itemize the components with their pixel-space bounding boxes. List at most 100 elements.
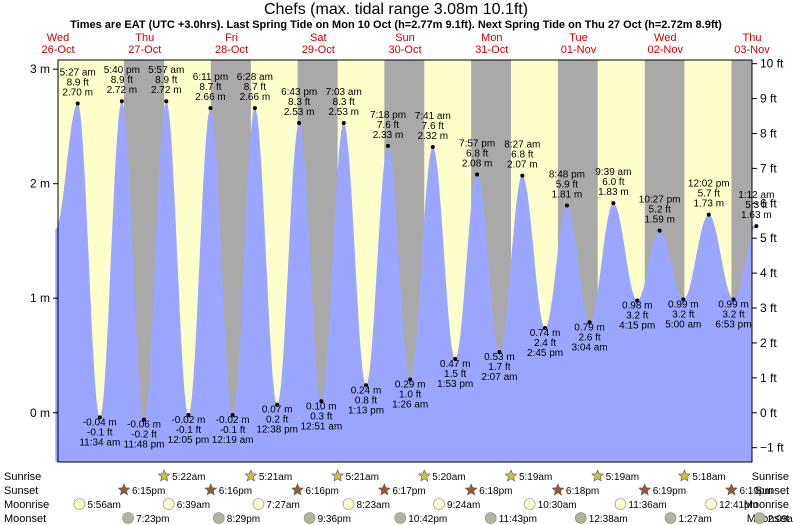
- tide-label: 2.53 m: [284, 107, 315, 118]
- tide-label: 1.83 m: [598, 187, 629, 198]
- tide-label: 2.6 ft: [578, 332, 600, 343]
- high-tide-point: [611, 201, 616, 206]
- low-tide-point: [230, 413, 235, 418]
- day-of-week-label: Wed: [47, 32, 69, 44]
- sunset-icon: [551, 483, 565, 496]
- tide-label: 6.8 ft: [466, 149, 488, 160]
- low-tide-point: [497, 350, 502, 355]
- tide-label: 2.4 ft: [534, 338, 556, 349]
- moonset-icon: [122, 512, 134, 524]
- sunset-icon: [638, 483, 652, 496]
- astronomy-rows: Sunrise Sunrise Sunset Sunset Moonrise Moonri…: [4, 469, 793, 525]
- moonset-time: 12:38am: [589, 514, 628, 525]
- tide-label: 3.2 ft: [722, 309, 744, 320]
- high-tide-point: [297, 120, 302, 125]
- moonrise-icon: [73, 498, 86, 510]
- moonrise-icon: [162, 498, 175, 510]
- tide-label: 2.66 m: [195, 92, 226, 103]
- y-tick-label-m: 0 m: [30, 406, 50, 420]
- tide-label: 1.81 m: [552, 189, 583, 200]
- tide-label: 9:39 am: [595, 167, 631, 178]
- tide-label: -0.1 ft: [220, 425, 246, 436]
- moonrise-time: 7:27am: [266, 500, 299, 511]
- tide-label: 3.2 ft: [672, 309, 694, 320]
- y-tick-label-ft: 2 ft: [760, 336, 777, 350]
- y-tick-label-m: 1 m: [30, 291, 50, 305]
- high-tide-point: [252, 106, 257, 111]
- moonset-time: 10:42pm: [408, 514, 447, 525]
- sunrise-time: 5:22am: [172, 472, 205, 483]
- tide-label: 2.33 m: [373, 130, 404, 141]
- sunset-time: 6:17pm: [392, 486, 425, 497]
- low-tide-point: [408, 377, 413, 382]
- tide-label: -0.1 ft: [87, 427, 113, 438]
- tide-label: 0.99 m: [718, 299, 749, 310]
- tide-label: 1:26 am: [392, 400, 428, 411]
- tide-label: 1:12 am: [738, 190, 774, 201]
- tide-label: -0.2 ft: [131, 430, 157, 441]
- tide-label: 12:51 am: [300, 421, 342, 432]
- sunrise-icon: [677, 469, 691, 482]
- day-of-week-label: Mon: [481, 32, 502, 44]
- y-tick-label-ft: 0 ft: [760, 406, 777, 420]
- y-tick-label-ft: −1 ft: [760, 441, 784, 455]
- y-tick-label-m: 2 m: [30, 177, 50, 191]
- tide-label: 8.3 ft: [288, 97, 310, 108]
- day-of-week-label: Tue: [569, 32, 588, 44]
- tide-label: 2:45 pm: [527, 348, 563, 359]
- moonrise-time: 6:39am: [177, 500, 210, 511]
- tide-label: 0.2 ft: [266, 415, 288, 426]
- moonrise-time: 12:41pm: [719, 500, 758, 511]
- moonrise-icon: [252, 498, 265, 510]
- low-tide-point: [635, 298, 640, 303]
- date-label: 03-Nov: [734, 44, 770, 56]
- sunset-time: 6:18pm: [479, 486, 512, 497]
- date-label: 27-Oct: [128, 44, 161, 56]
- tide-label: -0.02 m: [216, 415, 250, 426]
- plot-frame: [57, 59, 753, 463]
- moonset-time: 9:36pm: [318, 514, 351, 525]
- moonset-icon: [574, 512, 587, 524]
- low-tide-point: [587, 320, 592, 325]
- low-tide-point: [731, 297, 736, 302]
- day-of-week-label: Wed: [654, 32, 676, 44]
- tide-label: 10:27 pm: [639, 195, 681, 206]
- sunrise-icon: [504, 469, 518, 482]
- tide-label: 8.3 ft: [333, 97, 355, 108]
- axis-right-feet: −1 ft 0 ft 1 ft 2 ft 3 ft 4 ft 5 ft 6 ft 7 ft 8 f…: [752, 57, 784, 455]
- tide-label: 1.7 ft: [488, 362, 510, 373]
- tide-label: 12:38 pm: [256, 425, 298, 436]
- day-of-week-label: Thu: [135, 32, 154, 44]
- day-of-week-label: Thu: [743, 32, 762, 44]
- high-tide-point: [75, 101, 80, 106]
- tide-label: 2.32 m: [417, 131, 448, 142]
- low-tide-point: [97, 415, 102, 420]
- tide-label: 5:40 pm: [104, 65, 140, 76]
- tide-label: 0.74 m: [530, 328, 561, 339]
- tide-label: 1.73 m: [693, 199, 724, 210]
- date-label: 02-Nov: [648, 44, 684, 56]
- tide-label: 6.0 ft: [602, 177, 624, 188]
- tide-label: 1:13 pm: [348, 405, 384, 416]
- tide-label: 8:48 pm: [549, 169, 585, 180]
- tide-label: 8:27 am: [504, 140, 540, 151]
- high-tide-point: [341, 120, 346, 125]
- moonrise-icon: [705, 498, 717, 510]
- tide-label: 0.53 m: [484, 352, 515, 363]
- low-tide-point: [186, 413, 191, 418]
- sunset-icon: [117, 483, 131, 496]
- moonrise-time: 11:36am: [628, 500, 666, 511]
- tide-label: 0.29 m: [395, 380, 426, 391]
- high-tide-point: [657, 228, 662, 233]
- sunrise-icon: [591, 469, 605, 482]
- tide-curve-area: [55, 101, 757, 462]
- row-label-sunset: Sunset: [4, 485, 38, 497]
- tide-label: 5.7 ft: [698, 189, 720, 200]
- axis-left-metres: 0 m 1 m 2 m 3 m: [30, 62, 58, 420]
- y-tick-label-ft: 4 ft: [760, 266, 777, 280]
- high-tide-point: [164, 99, 169, 104]
- sunrise-time: 5:20am: [432, 472, 465, 483]
- high-tide-point: [208, 106, 213, 111]
- moonrise-time: 8:23am: [357, 500, 390, 511]
- tide-label: -0.1 ft: [176, 425, 202, 436]
